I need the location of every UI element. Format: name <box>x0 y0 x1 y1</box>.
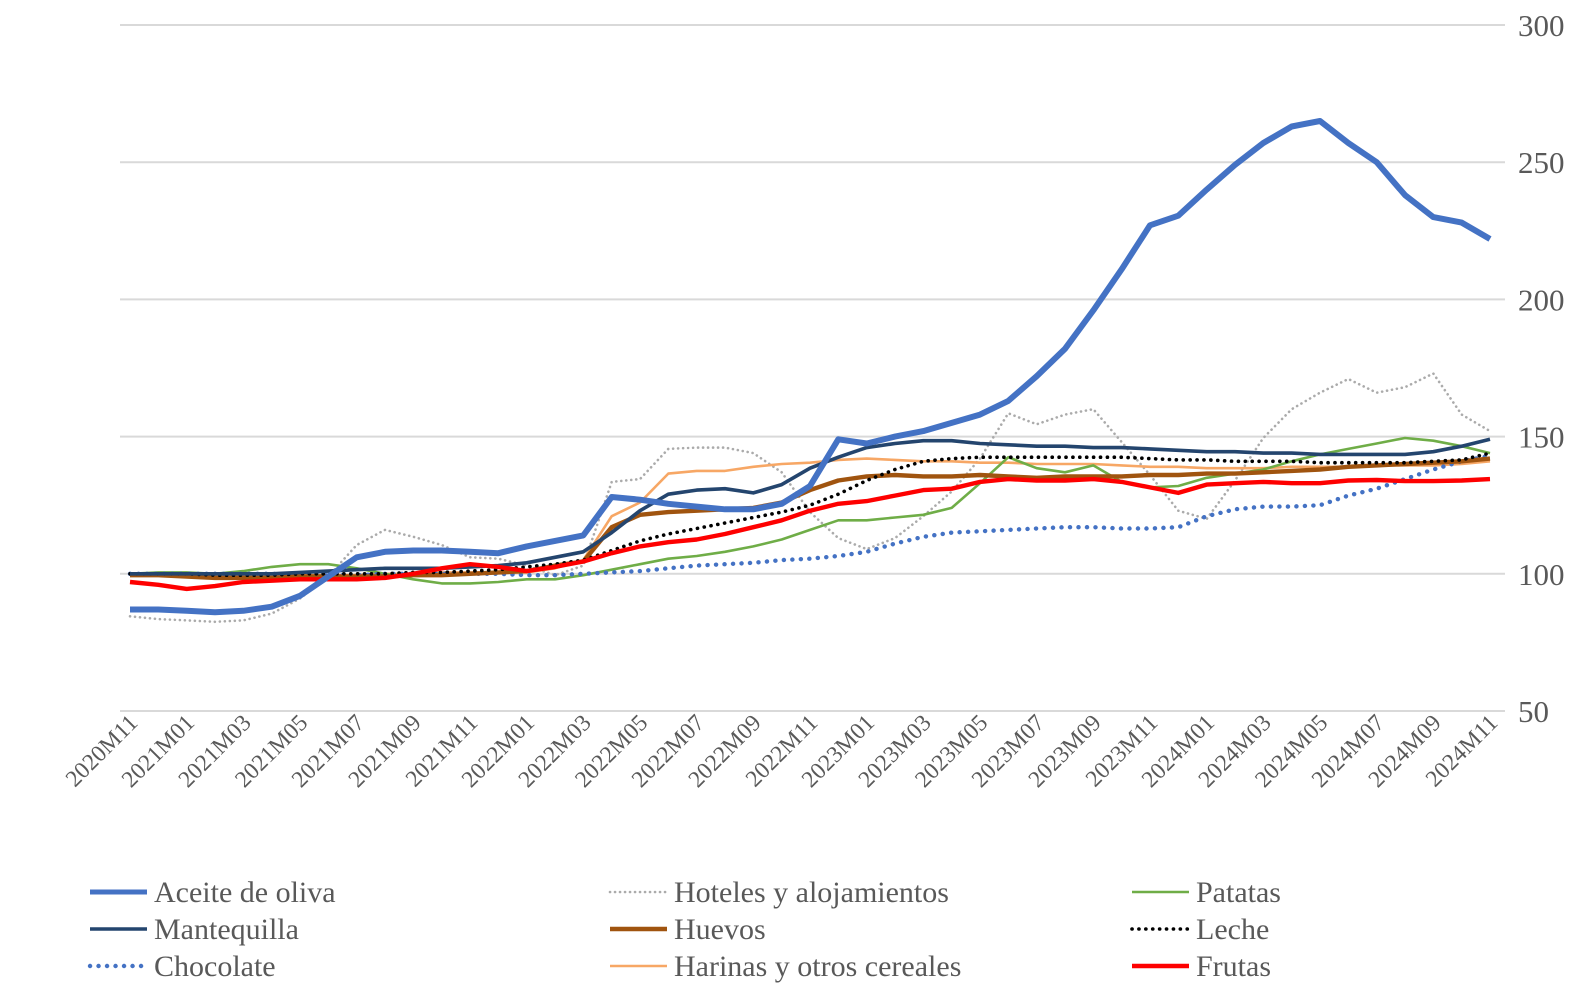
legend-item-harinas-y-otros-cereales: Harinas y otros cereales <box>610 950 961 983</box>
series-line-hoteles-y-alojamientos <box>128 372 1492 624</box>
y-axis-tick-label: 100 <box>1518 557 1565 592</box>
legend-item-leche: Leche <box>1130 913 1269 946</box>
x-axis-labels: 2020M112021M012021M032021M052021M072021M… <box>61 710 1503 793</box>
legend-label: Huevos <box>674 913 766 946</box>
y-axis-tick-label: 200 <box>1518 282 1565 317</box>
legend-item-frutas: Frutas <box>1132 950 1271 983</box>
legend-item-mantequilla: Mantequilla <box>90 913 299 946</box>
y-axis-labels: 300 250 200 150 100 50 <box>1518 8 1565 729</box>
legend-item-huevos: Huevos <box>610 913 766 946</box>
legend-label: Harinas y otros cereales <box>674 950 961 983</box>
legend: Aceite de oliva Mantequilla Chocolate Hotel… <box>87 876 1281 983</box>
y-axis-tick-label: 250 <box>1518 145 1565 180</box>
y-axis-tick-label: 50 <box>1518 694 1549 729</box>
legend-label: Hoteles y alojamientos <box>674 876 949 909</box>
series-line-huevos <box>130 456 1491 581</box>
series-line-leche <box>128 451 1492 578</box>
series-line-frutas <box>129 476 1491 592</box>
legend-label: Mantequilla <box>154 913 299 946</box>
series-lines <box>127 118 1493 624</box>
legend-label: Aceite de oliva <box>154 876 336 909</box>
legend-item-patatas: Patatas <box>1132 876 1281 909</box>
legend-item-aceite-de-oliva: Aceite de oliva <box>90 876 336 909</box>
legend-label: Chocolate <box>154 950 276 983</box>
y-axis-tick-label: 300 <box>1518 8 1565 43</box>
legend-label: Leche <box>1196 913 1269 946</box>
series-line-chocolate <box>127 453 1493 578</box>
series-line-mantequilla <box>130 437 1491 576</box>
legend-label: Frutas <box>1196 950 1271 983</box>
legend-item-hoteles-y-alojamientos: Hoteles y alojamientos <box>608 876 949 909</box>
legend-label: Patatas <box>1196 876 1281 909</box>
legend-item-chocolate: Chocolate <box>87 950 276 983</box>
series-line-aceite-de-oliva <box>130 118 1492 616</box>
y-axis-tick-label: 150 <box>1518 420 1565 455</box>
